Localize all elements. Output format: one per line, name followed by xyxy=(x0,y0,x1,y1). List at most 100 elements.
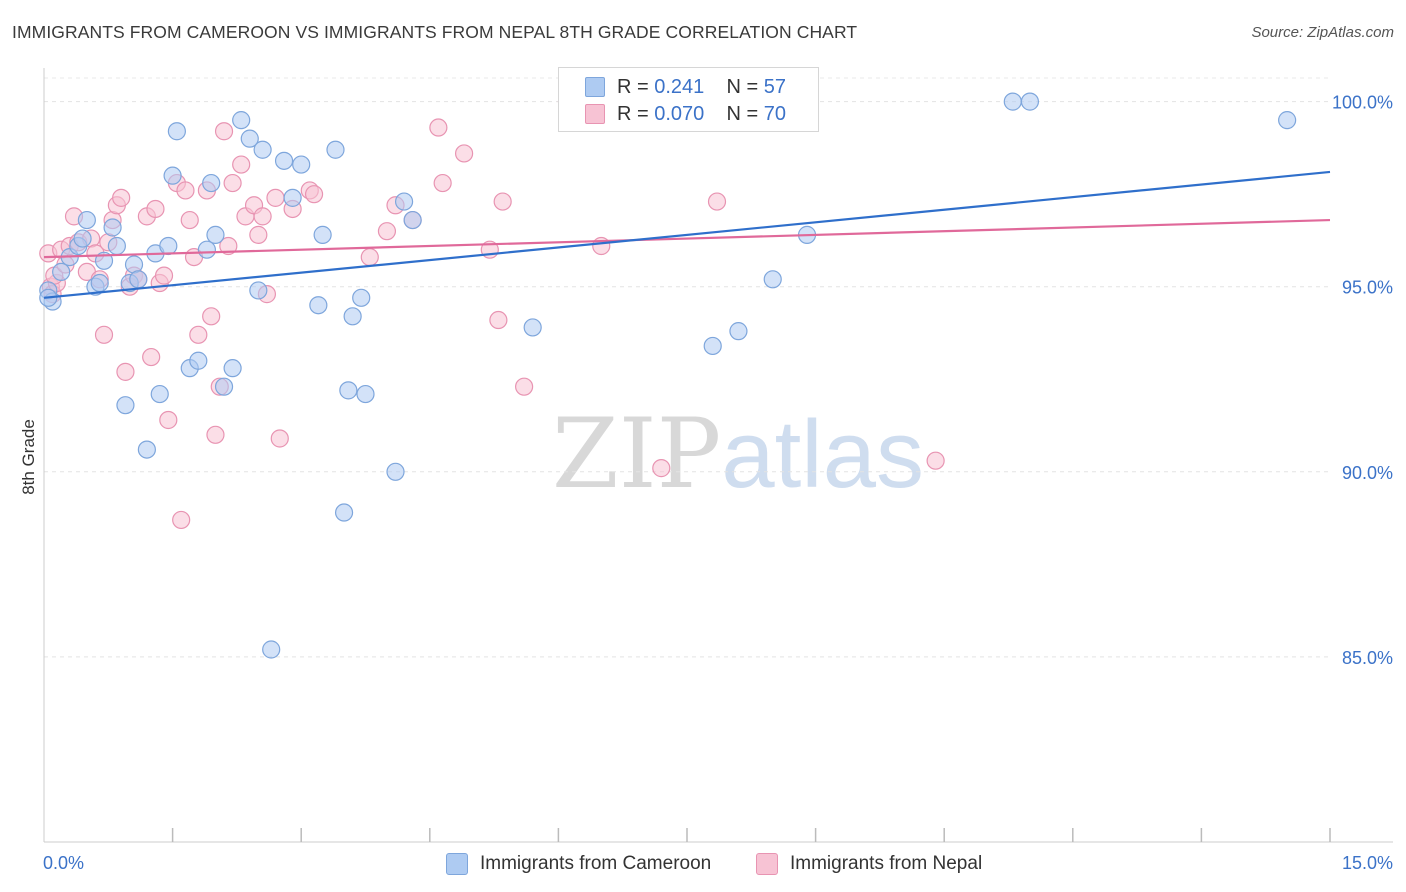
trend-lines xyxy=(43,170,1331,299)
nepal-point xyxy=(112,188,131,207)
nepal-points xyxy=(39,92,945,530)
correlation-legend: R = 0.241 N = 57 R = 0.070 N = 70 xyxy=(558,67,819,132)
legend-n-value: 57 xyxy=(763,75,787,98)
legend-n-label: N = xyxy=(726,75,764,98)
bottom-legend-nepal: Immigrants from Nepal xyxy=(756,851,982,877)
nepal-point xyxy=(652,459,671,478)
nepal-point xyxy=(116,362,135,381)
cameroon-point xyxy=(292,155,311,174)
nepal-point xyxy=(926,451,945,470)
cameroon-point xyxy=(1003,92,1022,111)
y-tick-label: 95.0% xyxy=(1342,278,1393,298)
tick-labels: 100.0% 95.0% 90.0% 85.0% 0.0% 15.0% 8th Grade xyxy=(19,93,1393,873)
y-axis-label: 8th Grade xyxy=(19,419,38,495)
nepal-point xyxy=(202,307,221,326)
nepal-point xyxy=(172,510,191,530)
nepal-point xyxy=(154,266,174,285)
cameroon-legend-swatch xyxy=(446,853,468,875)
cameroon-point xyxy=(343,307,362,326)
cameroon-point xyxy=(189,351,208,370)
cameroon-point xyxy=(103,218,122,237)
nepal-point xyxy=(429,118,448,137)
cameroon-point xyxy=(150,384,169,404)
legend-text-cameroon: R = 0.241 N = 57 xyxy=(617,76,786,99)
nepal-point xyxy=(159,410,178,430)
cameroon-point xyxy=(167,122,186,141)
nepal-point xyxy=(180,210,199,230)
x-tick-label: 15.0% xyxy=(1342,853,1393,873)
cameroon-point xyxy=(309,296,328,315)
cameroon-point xyxy=(73,229,92,248)
cameroon-point xyxy=(137,440,156,459)
cameroon-point xyxy=(77,210,96,230)
cameroon-point xyxy=(253,140,272,159)
nepal-trend-line xyxy=(43,218,1331,259)
nepal-legend-label: Immigrants from Nepal xyxy=(790,853,983,874)
nepal-point xyxy=(433,173,452,193)
cameroon-point xyxy=(386,462,405,481)
y-tick-label: 100.0% xyxy=(1332,93,1393,113)
nepal-point xyxy=(146,199,165,219)
cameroon-point xyxy=(262,640,281,659)
nepal-point xyxy=(214,122,234,141)
cameroon-point xyxy=(356,384,375,404)
cameroon-point xyxy=(206,225,225,244)
legend-r-value: 0.070 xyxy=(654,102,705,125)
nepal-point xyxy=(249,225,268,244)
axes xyxy=(43,68,1393,843)
cameroon-point xyxy=(52,262,71,282)
y-tick-label: 90.0% xyxy=(1342,463,1393,483)
chart-title: IMMIGRANTS FROM CAMEROON VS IMMIGRANTS F… xyxy=(12,22,858,42)
cameroon-point xyxy=(703,336,722,356)
cameroon-point xyxy=(163,166,182,185)
cameroon-point xyxy=(223,359,242,378)
nepal-point xyxy=(253,207,272,226)
cameroon-point xyxy=(202,173,221,193)
legend-text-nepal: R = 0.070 N = 70 xyxy=(617,103,786,126)
source-credit: Source: ZipAtlas.com xyxy=(1251,24,1394,41)
cameroon-point xyxy=(159,236,178,256)
cameroon-legend-label: Immigrants from Cameroon xyxy=(480,853,712,874)
nepal-point xyxy=(219,236,238,256)
nepal-point xyxy=(493,192,512,211)
legend-n-value: 70 xyxy=(763,102,787,125)
cameroon-point xyxy=(729,322,748,341)
nepal-legend-swatch xyxy=(756,853,778,875)
cameroon-point xyxy=(107,236,126,256)
cameroon-point xyxy=(313,225,332,244)
cameroon-point xyxy=(403,210,422,230)
cameroon-point xyxy=(394,192,414,211)
cameroon-point xyxy=(763,270,782,289)
nepal-point xyxy=(176,181,195,200)
cameroon-point xyxy=(116,396,135,415)
cameroon-point xyxy=(129,270,148,289)
cameroon-point xyxy=(283,188,302,207)
cameroon-swatch xyxy=(585,77,605,97)
y-tick-label: 85.0% xyxy=(1342,648,1393,668)
legend-r-value: 0.241 xyxy=(654,75,705,98)
nepal-point xyxy=(270,429,289,448)
watermark-atlas: atlas xyxy=(721,401,924,508)
cameroon-point xyxy=(249,281,268,300)
bottom-legend-cameroon: Immigrants from Cameroon xyxy=(446,851,711,877)
nepal-swatch xyxy=(585,104,605,124)
x-tick-label: 0.0% xyxy=(43,853,84,873)
legend-r-label: R = xyxy=(617,75,655,98)
nepal-point xyxy=(515,377,534,396)
nepal-point xyxy=(454,144,474,163)
nepal-point xyxy=(360,247,379,267)
cameroon-point xyxy=(523,318,542,337)
nepal-point xyxy=(489,310,508,330)
nepal-point xyxy=(189,325,208,344)
cameroon-trend-line xyxy=(43,170,1331,299)
watermark: ZIPatlas xyxy=(552,398,924,510)
nepal-point xyxy=(304,185,324,204)
cameroon-point xyxy=(352,288,371,307)
nepal-point xyxy=(223,173,242,193)
nepal-point xyxy=(142,347,161,367)
cameroon-point xyxy=(326,140,345,159)
cameroon-point xyxy=(334,503,354,522)
cameroon-point xyxy=(1020,92,1040,111)
nepal-point xyxy=(707,192,727,211)
